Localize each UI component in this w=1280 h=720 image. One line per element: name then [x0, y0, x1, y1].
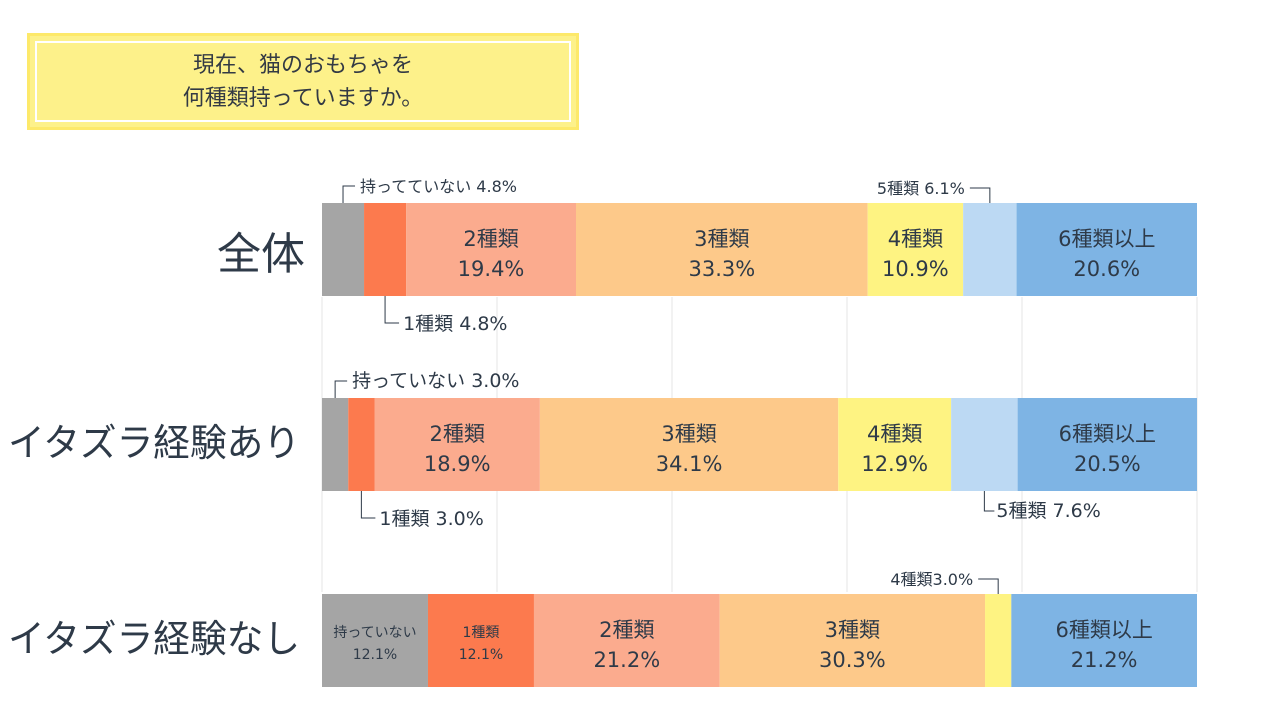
bar-mischief-yes-five — [951, 398, 1018, 491]
label-overall-none-text: 持ってていない 4.8% — [360, 177, 517, 196]
label-mischief-no-six-name: 6種類以上 — [1055, 618, 1152, 642]
label-overall-two-value: 19.4% — [458, 257, 525, 281]
label-mischief-no-three-value: 30.3% — [819, 648, 886, 672]
category-label-mischief-no: イタズラ経験なし — [8, 617, 300, 661]
question-box: 現在、猫のおもちゃを 何種類持っていますか。 — [27, 33, 579, 130]
label-mischief-no-one-value: 12.1% — [459, 647, 503, 663]
bar-mischief-no-three — [719, 594, 986, 687]
label-mischief-yes-five-leader — [983, 491, 995, 512]
bar-overall-one — [364, 203, 407, 296]
category-label-overall: 全体 — [217, 229, 305, 280]
label-overall-three-value: 33.3% — [688, 257, 755, 281]
bar-mischief-no-four — [985, 594, 1012, 687]
label-overall-two-name: 2種類 — [463, 227, 518, 251]
label-overall-five-leader — [969, 187, 991, 203]
bar-overall-five — [963, 203, 1017, 296]
label-mischief-no-none-value: 12.1% — [353, 647, 397, 663]
label-mischief-yes-five-text: 5種類 7.6% — [996, 500, 1100, 522]
bar-mischief-yes-two — [374, 398, 540, 491]
bar-mischief-yes-one — [348, 398, 375, 491]
label-mischief-no-four-leader — [978, 578, 999, 594]
bar-overall-four — [867, 203, 964, 296]
label-mischief-yes-two-value: 18.9% — [424, 452, 491, 476]
label-mischief-yes-three-value: 34.1% — [656, 452, 723, 476]
bar-mischief-yes-three — [539, 398, 839, 491]
label-mischief-no-six-value: 21.2% — [1071, 648, 1138, 672]
label-mischief-yes-one-leader — [360, 491, 376, 519]
label-mischief-yes-one-text: 1種類 3.0% — [379, 508, 483, 530]
bar-mischief-yes-six — [1017, 398, 1197, 491]
question-line-1: 現在、猫のおもちゃを — [192, 52, 413, 78]
bar-mischief-no-two — [533, 594, 720, 687]
label-mischief-no-none-name: 持っていない — [333, 625, 416, 641]
label-overall-one-text: 1種類 4.8% — [403, 313, 507, 335]
label-overall-none-leader — [342, 185, 356, 203]
label-mischief-no-one-name: 1種類 — [463, 625, 500, 641]
question-box-inner-border — [35, 41, 571, 122]
label-mischief-no-two-name: 2種類 — [599, 618, 654, 642]
label-overall-six-name: 6種類以上 — [1058, 227, 1155, 251]
label-overall-five-text: 5種類 6.1% — [877, 179, 965, 198]
bar-overall-three — [576, 203, 868, 296]
category-label-mischief-yes: イタズラ経験あり — [8, 421, 300, 465]
label-mischief-yes-none-leader — [334, 380, 348, 398]
bar-overall-two — [406, 203, 577, 296]
label-mischief-yes-two-name: 2種類 — [430, 422, 485, 446]
label-mischief-yes-six-name: 6種類以上 — [1059, 422, 1156, 446]
label-mischief-yes-none-text: 持っていない 3.0% — [352, 370, 519, 392]
bar-mischief-no-six — [1011, 594, 1197, 687]
label-mischief-no-three-name: 3種類 — [825, 618, 880, 642]
bar-mischief-no-one — [427, 594, 534, 687]
label-overall-three-name: 3種類 — [694, 227, 749, 251]
label-mischief-yes-four-value: 12.9% — [861, 452, 928, 476]
label-mischief-no-four-text: 4種類3.0% — [890, 570, 973, 589]
bar-mischief-no-none — [322, 594, 428, 687]
label-overall-six-value: 20.6% — [1073, 257, 1140, 281]
bar-overall-six — [1016, 203, 1197, 296]
label-mischief-yes-three-name: 3種類 — [661, 422, 716, 446]
label-overall-four-name: 4種類 — [888, 227, 943, 251]
label-mischief-yes-four-name: 4種類 — [867, 422, 922, 446]
label-mischief-no-two-value: 21.2% — [593, 648, 660, 672]
question-line-2: 何種類持っていますか。 — [182, 85, 424, 111]
question-text: 現在、猫のおもちゃを 何種類持っていますか。 — [183, 49, 423, 115]
label-overall-one-leader — [384, 296, 400, 324]
label-mischief-yes-six-value: 20.5% — [1074, 452, 1141, 476]
bar-mischief-yes-four — [838, 398, 952, 491]
bar-mischief-yes-none — [322, 398, 349, 491]
label-overall-four-value: 10.9% — [882, 257, 949, 281]
bar-overall-none — [322, 203, 365, 296]
